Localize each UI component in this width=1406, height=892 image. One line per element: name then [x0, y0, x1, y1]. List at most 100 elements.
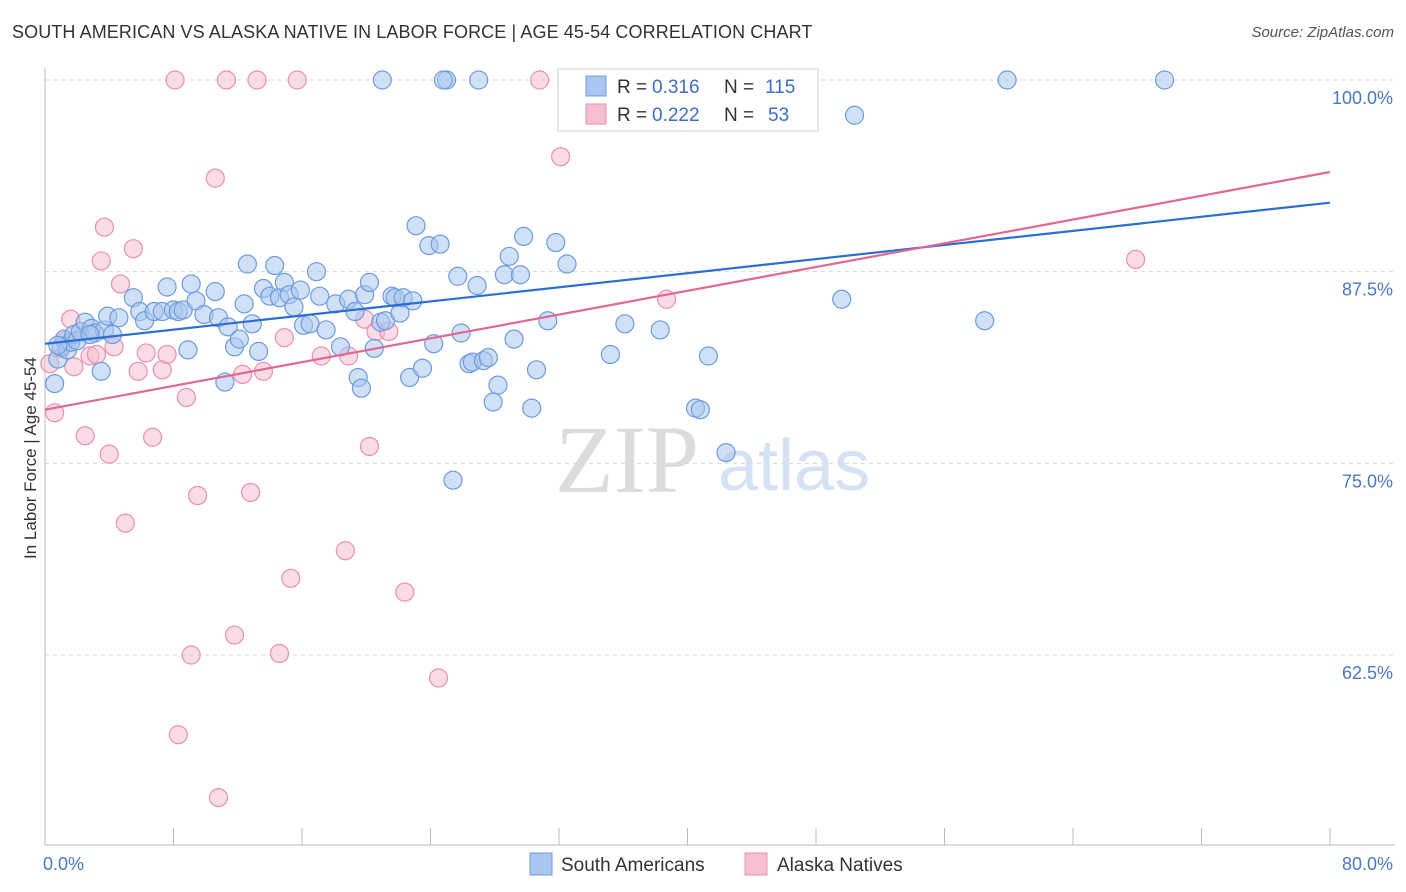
south-american-point-81	[478, 347, 498, 368]
south-american-point-16	[109, 308, 129, 328]
bottom-legend-swatch-blue	[529, 852, 553, 876]
alaska-native-point-5	[64, 357, 84, 377]
south-american-point-73	[430, 234, 450, 254]
tick-labels: 62.5% 75.0% 87.5% 100.0% 0.0% 80.0%	[43, 88, 1393, 874]
alaska-native-point-28	[208, 787, 229, 808]
south-american-point-108	[372, 70, 392, 90]
y-tick-label-2: 87.5%	[1342, 280, 1393, 300]
x-tick-label-1: 80.0%	[1342, 854, 1393, 874]
south-american-point-106	[997, 70, 1017, 90]
alaska-native-point-16	[123, 239, 143, 259]
alaska-native-point-12	[99, 444, 119, 464]
alaska-native-point-19	[143, 427, 163, 447]
legend-swatch-pink	[585, 103, 607, 125]
south-american-point-84	[494, 265, 514, 285]
south-american-point-86	[504, 329, 524, 349]
south-american-point-112	[48, 335, 68, 355]
legend-n-label-2: N =	[724, 105, 754, 126]
alaska-native-point-40	[335, 541, 355, 561]
south-american-point-12	[91, 361, 111, 381]
south-american-point-47	[290, 280, 310, 300]
south-american-point-52	[316, 320, 336, 340]
series-legend: South Americans Alaska Natives	[529, 852, 903, 876]
y-axis-label: In Labor Force | Age 45-54	[21, 357, 40, 559]
legend-n-label-1: N =	[724, 77, 754, 98]
south-american-point-92	[546, 232, 566, 253]
watermark-atlas: atlas	[718, 426, 870, 506]
south-american-point-37	[237, 254, 257, 274]
alaska-native-point-52	[1126, 249, 1146, 269]
south-american-point-75	[448, 266, 468, 286]
south-american-point-59	[359, 272, 380, 292]
source-credit: Source: ZipAtlas.com	[1251, 24, 1394, 41]
south-americans-trend-line	[44, 201, 1331, 345]
south-american-point-105	[975, 311, 995, 331]
south-american-point-82	[483, 392, 503, 412]
alaska-native-point-11	[94, 217, 115, 237]
south-american-point-50	[306, 262, 327, 282]
alaska-native-point-47	[428, 668, 449, 688]
trend-lines	[44, 170, 1331, 411]
legend-r-label-2: R =	[617, 105, 647, 126]
alaska-native-point-14	[110, 274, 131, 294]
alaska-native-point-39	[311, 346, 331, 366]
south-american-point-98	[650, 320, 670, 340]
south-american-point-68	[403, 291, 423, 311]
alaska-native-point-46	[395, 582, 415, 602]
y-tick-label-3: 100.0%	[1332, 88, 1393, 108]
alaska-native-point-26	[187, 485, 208, 506]
axes	[44, 68, 1395, 846]
south-american-point-30	[205, 282, 225, 302]
south-american-point-36	[234, 294, 254, 314]
south-american-point-22	[157, 277, 177, 297]
south-american-point-111	[469, 70, 489, 90]
alaska-native-point-25	[181, 645, 201, 665]
south-american-point-101	[698, 346, 718, 366]
south-american-point-0	[45, 374, 65, 394]
alaska-native-point-37	[281, 568, 301, 588]
south-american-point-93	[557, 254, 577, 274]
south-american-point-109	[433, 70, 453, 90]
alaska-native-point-18	[136, 343, 156, 363]
alaska-native-point-35	[269, 643, 290, 664]
south-american-point-95	[600, 344, 621, 365]
south-american-point-56	[345, 301, 365, 322]
south-american-point-51	[310, 286, 330, 306]
x-tick-label-0: 0.0%	[43, 854, 84, 874]
legend-r-value-1: 0.316	[652, 77, 700, 98]
south-american-point-38	[242, 314, 262, 334]
south-american-point-100	[690, 400, 710, 420]
south-american-point-39	[249, 341, 269, 361]
watermark-zip: ZIP	[555, 406, 699, 513]
south-american-point-110	[351, 378, 372, 398]
south-american-point-90	[526, 360, 547, 380]
south-american-point-27	[181, 274, 201, 294]
south-american-point-107	[1154, 70, 1175, 90]
south-american-point-85	[499, 246, 519, 266]
south-american-point-88	[514, 226, 534, 246]
south-american-point-89	[522, 398, 542, 418]
south-american-point-104	[844, 105, 865, 125]
alaska-native-point-32	[241, 482, 261, 503]
y-tick-label-0: 62.5%	[1342, 663, 1393, 683]
bottom-legend-alaska-natives: Alaska Natives	[777, 855, 903, 876]
alaska-native-point-15	[115, 513, 135, 533]
alaska-native-point-38	[287, 70, 307, 90]
south-american-point-69	[406, 216, 426, 236]
south-american-point-87	[510, 265, 531, 285]
alaska-native-point-29	[216, 70, 237, 90]
correlation-legend: R = 0.316 N = 115 R = 0.222 N = 53	[557, 68, 819, 132]
chart-title: SOUTH AMERICAN VS ALASKA NATIVE IN LABOR…	[12, 22, 813, 42]
alaska-native-point-30	[224, 625, 245, 645]
south-american-point-42	[265, 255, 285, 276]
alaska-native-point-17	[128, 361, 148, 381]
south-american-point-113	[80, 324, 100, 345]
alaska-native-point-49	[551, 147, 571, 167]
alaska-native-point-9	[86, 344, 107, 365]
south-american-point-35	[229, 329, 249, 349]
south-american-point-79	[467, 275, 487, 296]
alaska-native-point-23	[168, 725, 188, 745]
south-american-point-26	[178, 340, 198, 360]
y-tick-label-1: 75.0%	[1342, 471, 1393, 491]
